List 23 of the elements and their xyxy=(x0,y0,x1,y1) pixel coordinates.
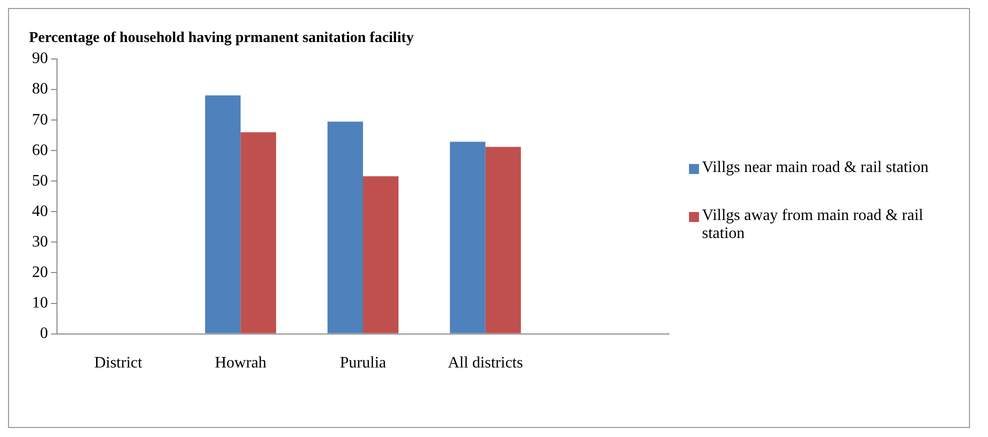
bar xyxy=(363,176,398,334)
x-tick-label: Howrah xyxy=(214,354,266,372)
y-tick-label: 10 xyxy=(32,294,48,312)
bar xyxy=(240,132,276,334)
y-tick-label: 60 xyxy=(32,142,48,159)
y-tick-label: 40 xyxy=(32,202,48,220)
y-tick-label: 20 xyxy=(32,264,48,281)
bar xyxy=(485,146,521,334)
y-tick-label: 90 xyxy=(32,50,48,68)
legend-label: Villgs near main road & rail station xyxy=(702,159,929,177)
bar xyxy=(328,122,363,334)
x-tick-label: All districts xyxy=(448,354,523,372)
x-tick-label: District xyxy=(94,354,143,372)
y-tick-label: 50 xyxy=(32,172,48,190)
y-tick-label: 0 xyxy=(40,325,48,342)
y-tick-label: 30 xyxy=(32,233,48,250)
y-tick-label: 80 xyxy=(32,80,48,98)
bar xyxy=(450,142,486,334)
y-tick-label: 70 xyxy=(32,111,48,128)
bar xyxy=(205,95,241,334)
x-tick-label: Purulia xyxy=(340,354,386,372)
chart-title: Percentage of household having prmanent sanitation facility xyxy=(29,30,414,46)
legend-label: Villgs away from main road & rail station xyxy=(702,207,924,243)
